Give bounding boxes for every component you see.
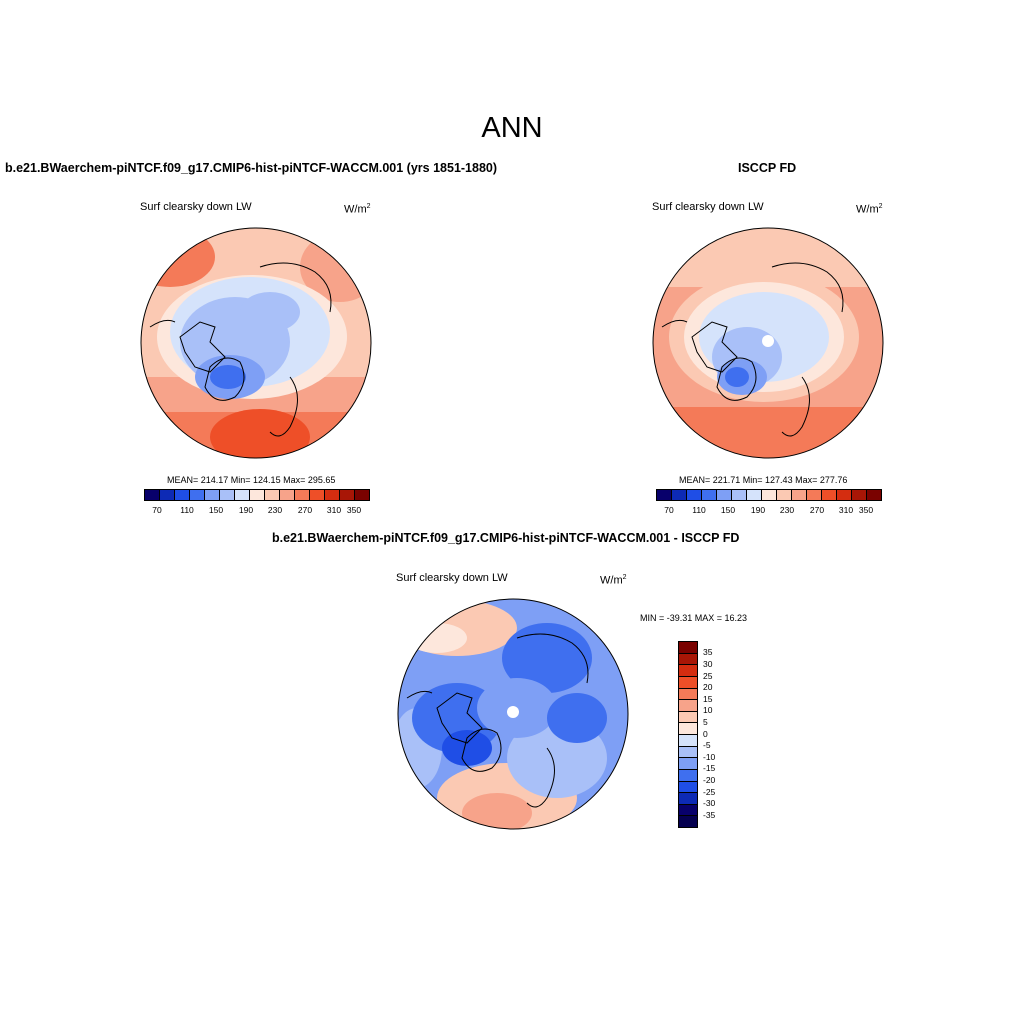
tick-label: 10 bbox=[703, 705, 713, 715]
tick-label: -15 bbox=[703, 763, 716, 773]
panel2-units: W/m2 bbox=[856, 203, 883, 216]
tick-label: 70 bbox=[152, 505, 162, 515]
tick-label: 150 bbox=[208, 505, 224, 515]
tick-label: 0 bbox=[703, 729, 708, 739]
panel1-polar-map bbox=[140, 227, 372, 459]
tick-label: 230 bbox=[779, 505, 795, 515]
panel2-title: ISCCP FD bbox=[738, 161, 797, 175]
panel1-field-label: Surf clearsky down LW bbox=[140, 201, 252, 213]
tick-label: 25 bbox=[703, 671, 713, 681]
panel3-units: W/m2 bbox=[600, 574, 627, 587]
panel2-colorbar bbox=[656, 489, 882, 501]
tick-label: 5 bbox=[703, 717, 708, 727]
panel1-colorbar bbox=[144, 489, 370, 501]
tick-label: 310 bbox=[838, 505, 854, 515]
tick-label: -5 bbox=[703, 740, 711, 750]
tick-label: 70 bbox=[664, 505, 674, 515]
figure-title: ANN bbox=[481, 112, 543, 144]
tick-label: 350 bbox=[858, 505, 874, 515]
tick-label: 20 bbox=[703, 682, 713, 692]
tick-label: 230 bbox=[267, 505, 283, 515]
tick-label: 35 bbox=[703, 647, 713, 657]
panel3-polar-map bbox=[397, 598, 629, 830]
panel2-stats: MEAN= 221.71 Min= 127.43 Max= 277.76 bbox=[679, 475, 848, 485]
tick-label: -10 bbox=[703, 752, 716, 762]
tick-label: -30 bbox=[703, 798, 716, 808]
panel3-colorbar bbox=[678, 641, 698, 828]
tick-label: -20 bbox=[703, 775, 716, 785]
panel2-field-label: Surf clearsky down LW bbox=[652, 201, 764, 213]
tick-label: 15 bbox=[703, 694, 713, 704]
tick-label: 310 bbox=[326, 505, 342, 515]
panel1-stats: MEAN= 214.17 Min= 124.15 Max= 295.65 bbox=[167, 475, 336, 485]
tick-label: 110 bbox=[180, 505, 194, 515]
tick-label: 110 bbox=[692, 505, 706, 515]
panel2-polar-map bbox=[652, 227, 884, 459]
panel1-units: W/m2 bbox=[344, 203, 371, 216]
tick-label: 150 bbox=[720, 505, 736, 515]
panel3-field-label: Surf clearsky down LW bbox=[396, 572, 508, 584]
tick-label: 190 bbox=[238, 505, 254, 515]
panel1-title: b.e21.BWaerchem-piNTCF.f09_g17.CMIP6-his… bbox=[5, 161, 498, 175]
tick-label: 270 bbox=[297, 505, 313, 515]
tick-label: 30 bbox=[703, 659, 713, 669]
tick-label: 190 bbox=[750, 505, 766, 515]
panel3-stats: MIN = -39.31 MAX = 16.23 bbox=[640, 613, 748, 623]
tick-label: 350 bbox=[346, 505, 362, 515]
panel3-title: b.e21.BWaerchem-piNTCF.f09_g17.CMIP6-his… bbox=[272, 531, 740, 545]
tick-label: 270 bbox=[809, 505, 825, 515]
tick-label: -25 bbox=[703, 787, 716, 797]
tick-label: -35 bbox=[703, 810, 716, 820]
